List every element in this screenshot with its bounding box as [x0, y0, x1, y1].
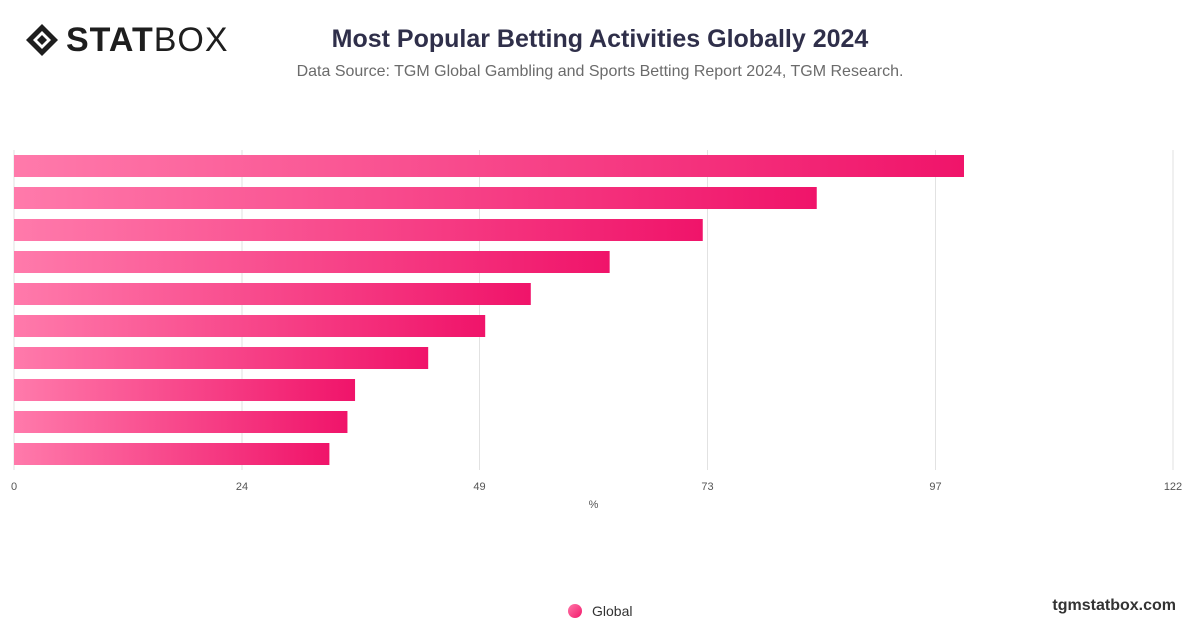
x-tick-label-4: 97	[929, 481, 941, 493]
logo-word-light: BOX	[153, 21, 229, 59]
bar-5	[14, 283, 531, 305]
x-axis-label: %	[589, 499, 599, 511]
x-tick-label-3: 73	[701, 481, 713, 493]
logo-word-bold: STAT	[66, 21, 154, 59]
logo-wordmark: STATBOX	[66, 22, 229, 58]
legend-marker-global	[568, 604, 582, 618]
x-tick-label-2: 49	[473, 481, 485, 493]
x-tick-label-1: 24	[236, 481, 248, 493]
bars	[14, 155, 964, 465]
x-tick-label-0: 0	[11, 481, 17, 493]
bar-2	[14, 187, 817, 209]
bar-4	[14, 251, 610, 273]
chart-title: Most Popular Betting Activities Globally…	[331, 25, 869, 53]
bar-8	[14, 379, 356, 401]
bar-1	[14, 155, 964, 177]
statbox-logo: STATBOX	[24, 22, 229, 58]
bar-3	[14, 219, 703, 241]
brand-url: tgmstatbox.com	[1052, 597, 1176, 614]
bar-6	[14, 315, 486, 337]
bar-9	[14, 411, 348, 433]
legend[interactable]: Global	[568, 603, 632, 619]
statbox-logo-icon	[26, 24, 58, 56]
x-axis: 0 24 49 73 97 122%	[11, 481, 1182, 511]
legend-label-global: Global	[592, 603, 633, 619]
x-tick-label-5: 122	[1164, 481, 1182, 493]
chart-subtitle: Data Source: TGM Global Gambling and Spo…	[296, 63, 904, 80]
bar-10	[14, 443, 330, 465]
bar-7	[14, 347, 429, 369]
